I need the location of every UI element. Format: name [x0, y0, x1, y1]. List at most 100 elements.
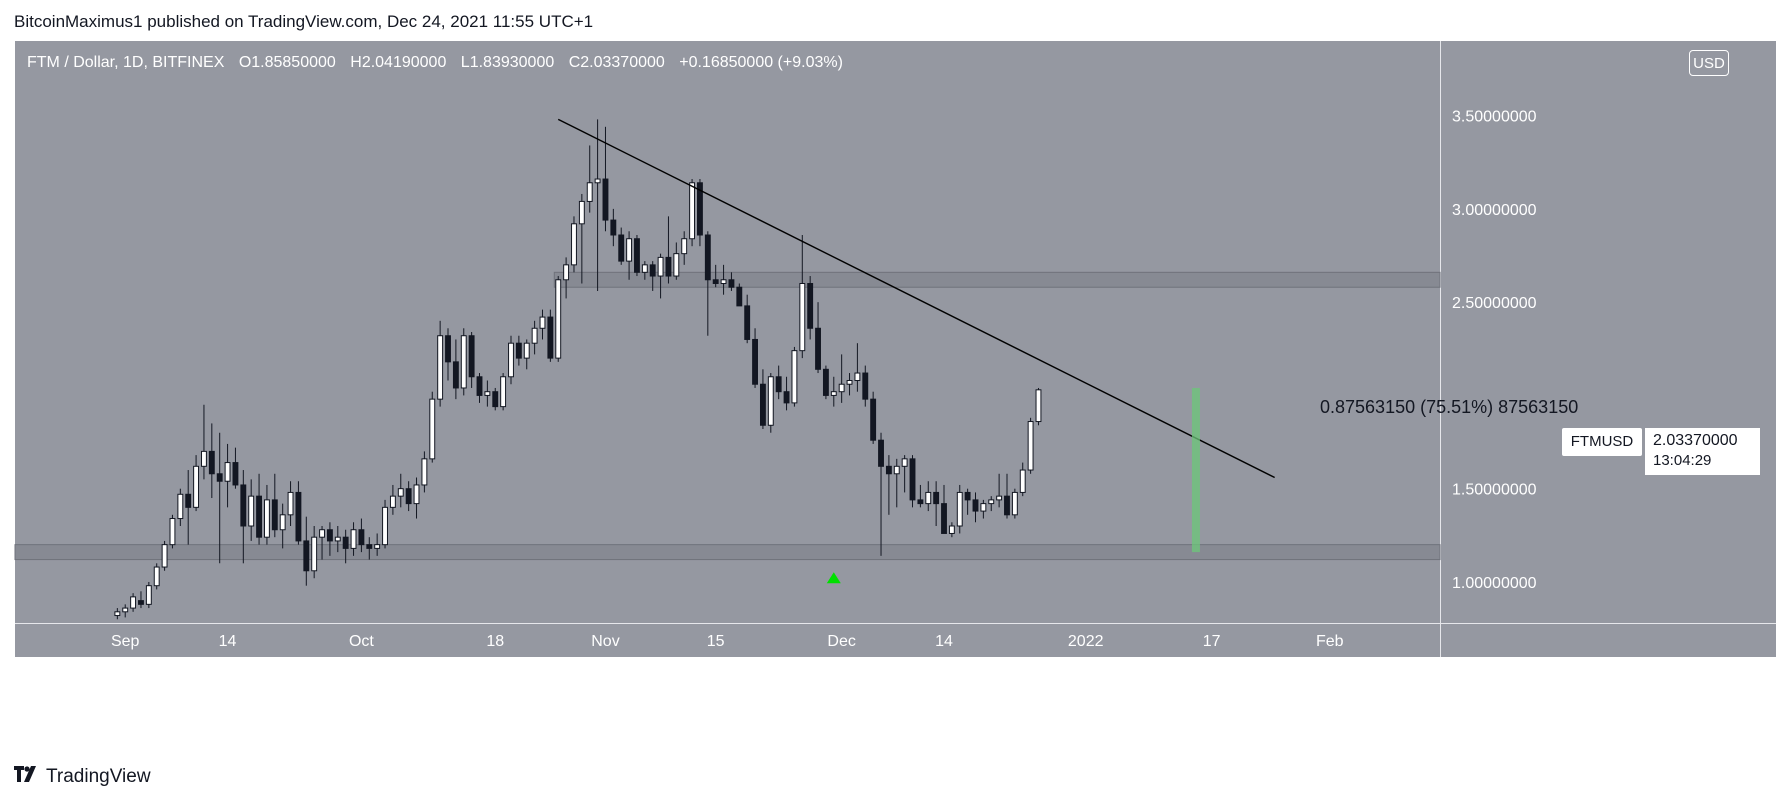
candle-body [145, 585, 152, 605]
candle [980, 499, 987, 519]
candle-body [665, 256, 672, 277]
time-tick-label: 14 [935, 633, 953, 650]
candle [815, 302, 821, 374]
candle-body [476, 376, 483, 396]
candle [555, 276, 562, 362]
candle-body [382, 506, 388, 546]
candle-body [208, 450, 215, 475]
candle [224, 443, 231, 508]
candle [263, 484, 270, 545]
candle-body [956, 491, 963, 527]
candle-body [744, 305, 751, 340]
price-axis: 3.50000000 3.00000000 2.50000000 1.50000000… [1452, 109, 1537, 592]
time-axis: Sep 14 Oct 18 Nov 15 Dec 14 2022 17 Feb [111, 633, 1344, 650]
price-tick-label: 1.00000000 [1452, 575, 1537, 592]
publisher-line: BitcoinMaximus1 published on TradingView… [14, 12, 594, 31]
candle [161, 540, 168, 571]
candle [689, 179, 696, 247]
candle-body [130, 596, 137, 609]
candle [948, 522, 955, 538]
candle-body [941, 503, 947, 534]
candle [452, 339, 459, 400]
legend-low: 1.83930000 [469, 54, 555, 71]
candle [720, 264, 727, 295]
candle-body [697, 182, 703, 236]
candle [854, 343, 861, 392]
candle-body [681, 238, 688, 255]
candle [767, 373, 774, 433]
candle-body [838, 383, 845, 393]
candle-body [193, 465, 200, 508]
candle-body [397, 488, 404, 497]
candle [862, 365, 869, 407]
candle [185, 470, 192, 545]
last-price: 2.03370000 [1653, 432, 1738, 449]
candle [830, 376, 837, 407]
candle-body [618, 234, 625, 262]
candle-body [752, 338, 758, 385]
candle-body [389, 495, 396, 508]
currency-badge[interactable]: USD [1689, 50, 1729, 76]
time-axis-pane [15, 623, 1776, 657]
candle-body [893, 465, 900, 475]
measure-range-bar [1191, 387, 1200, 553]
candle [893, 458, 900, 508]
candle-body [878, 439, 884, 467]
candle-body [626, 238, 633, 262]
candle-body [295, 491, 302, 542]
candle [783, 376, 790, 411]
candle [649, 261, 656, 291]
time-tick-label: Feb [1316, 633, 1344, 650]
candle-body [452, 361, 459, 389]
candle-body [248, 495, 255, 527]
candle-body [649, 264, 656, 277]
price-tick-label: 3.00000000 [1452, 202, 1537, 219]
candle-body [925, 491, 932, 505]
candle [350, 522, 357, 556]
resistance-zone [553, 271, 1441, 288]
candle-body [807, 283, 814, 329]
time-tick-label: Nov [591, 633, 619, 650]
candle-body [500, 376, 507, 408]
candle-body [437, 335, 444, 400]
candle [1004, 473, 1010, 519]
candle [334, 526, 341, 553]
candle [232, 447, 239, 489]
candle [586, 145, 593, 213]
candle-body [334, 536, 341, 542]
candle [445, 328, 451, 381]
candle [704, 231, 711, 336]
candle [476, 373, 483, 403]
candle-body [374, 544, 381, 549]
candle-body [815, 327, 821, 370]
time-tick-label: Sep [111, 633, 140, 650]
legend-open-label: O [238, 54, 252, 71]
candle [744, 294, 751, 344]
candle [1011, 488, 1018, 519]
candle-body [594, 178, 601, 184]
candle-body [177, 493, 184, 520]
candle [169, 514, 176, 549]
candle-body [263, 499, 270, 538]
brand[interactable]: TradingView [14, 766, 151, 788]
candle-body [862, 372, 869, 400]
candle [956, 484, 963, 534]
candle [626, 231, 633, 280]
candle [508, 335, 514, 385]
legend-close: 2.03370000 [580, 54, 665, 71]
legend-high: 2.04190000 [361, 54, 447, 71]
support-zone [14, 544, 1441, 561]
candle-body [358, 529, 365, 546]
candle-body [1019, 469, 1026, 493]
candle [421, 451, 428, 493]
candle-body [948, 525, 955, 534]
candle [885, 455, 892, 515]
candle-body [468, 335, 475, 378]
time-tick-label: 18 [486, 633, 504, 650]
candle [460, 328, 467, 396]
candle-body [610, 219, 617, 236]
legend-low-label: L [460, 54, 470, 71]
candle-body [563, 264, 570, 281]
candle [492, 387, 499, 411]
